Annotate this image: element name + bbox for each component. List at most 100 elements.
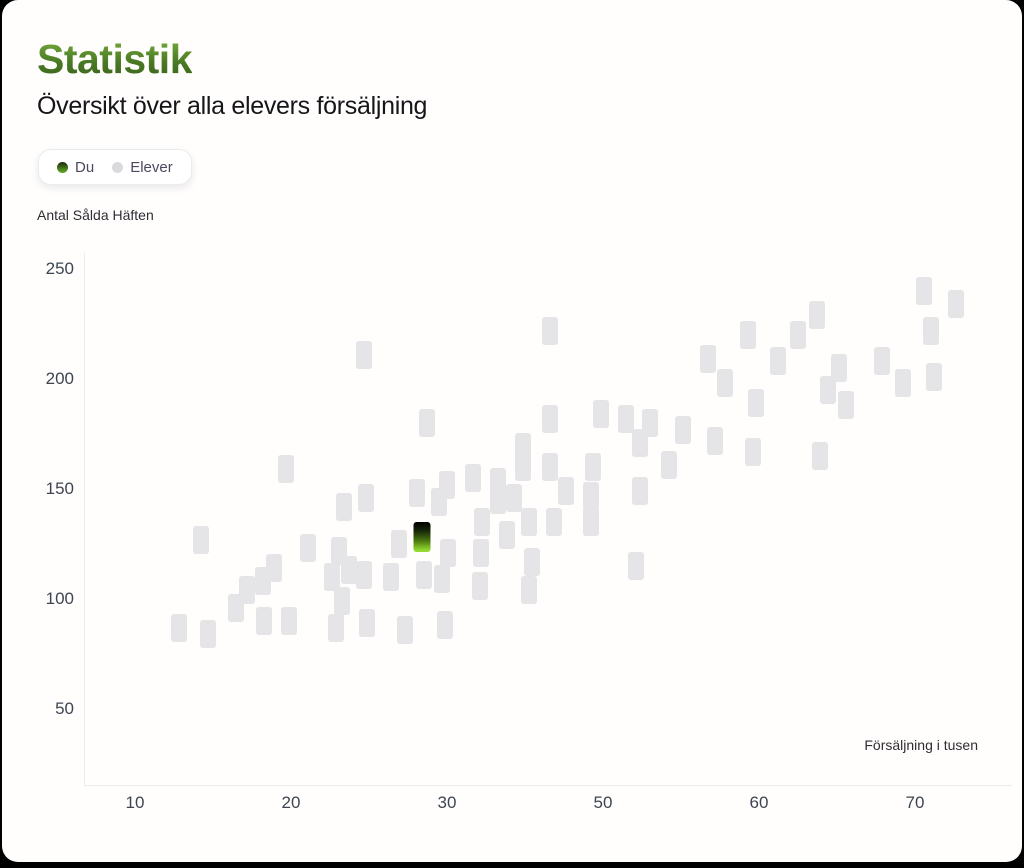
du-point — [413, 522, 431, 553]
y-axis-title: Antal Sålda Häften — [37, 207, 154, 223]
elever-point — [874, 347, 891, 376]
elever-point — [356, 340, 373, 369]
elever-point — [415, 560, 432, 589]
elever-point — [431, 488, 448, 517]
elever-point — [200, 620, 217, 649]
x-axis-title: Försäljning i tusen — [864, 737, 978, 753]
page-subtitle: Översikt över alla elevers försäljning — [37, 92, 428, 120]
x-tick-label: 30 — [437, 793, 457, 812]
elever-point — [520, 508, 537, 536]
elever-point — [627, 552, 644, 580]
elever-point — [256, 607, 273, 635]
elever-point — [830, 354, 847, 382]
elever-point — [584, 453, 601, 481]
elever-point — [520, 576, 537, 605]
elever-point — [790, 321, 806, 349]
du-dot-icon — [57, 161, 68, 173]
elever-point — [464, 464, 481, 492]
x-tick-label: 10 — [125, 793, 145, 812]
elever-point — [437, 611, 454, 640]
elever-point — [583, 508, 600, 536]
page-title: Statistik — [37, 36, 193, 82]
legend-label-elever: Elever — [130, 158, 173, 176]
y-tick-label: 150 — [45, 479, 74, 498]
elever-point — [894, 369, 911, 398]
elever-point — [278, 455, 295, 484]
elever-point — [300, 534, 317, 563]
elever-point — [359, 609, 376, 638]
elever-point — [281, 607, 298, 635]
elever-point — [769, 347, 786, 376]
elever-point — [192, 525, 209, 554]
elever-point — [336, 492, 353, 521]
legend-label-du: Du — [75, 158, 95, 176]
y-tick-label: 50 — [55, 699, 74, 718]
elever-point — [524, 547, 541, 576]
legend: Du Elever — [38, 149, 192, 185]
elever-point — [545, 508, 562, 536]
elever-point — [541, 453, 558, 481]
elever-point — [356, 560, 373, 589]
elever-point — [592, 400, 609, 429]
elever-point — [632, 477, 649, 506]
x-axis-line — [84, 785, 1012, 786]
elever-point — [916, 277, 933, 305]
elever-point — [382, 563, 399, 591]
elever-point — [506, 483, 523, 512]
elever-point — [228, 593, 245, 622]
y-tick-label: 200 — [45, 369, 74, 388]
y-axis-line — [84, 253, 85, 785]
legend-item-elever[interactable]: Elever — [112, 159, 173, 176]
elever-point — [740, 321, 757, 349]
elever-point — [409, 479, 426, 508]
elever-point — [541, 316, 558, 345]
elever-point — [819, 376, 836, 404]
elever-point — [811, 442, 828, 470]
elever-point — [328, 613, 345, 642]
y-tick-label: 250 — [45, 259, 74, 278]
elever-dot-icon — [112, 161, 124, 173]
elever-point — [514, 453, 531, 481]
elever-point — [716, 369, 733, 398]
elever-point — [699, 345, 716, 374]
elever-point — [747, 389, 764, 418]
elever-point — [922, 316, 939, 345]
elever-point — [334, 587, 351, 616]
elever-point — [925, 362, 942, 391]
elever-point — [947, 290, 964, 319]
elever-point — [357, 483, 374, 512]
elever-point — [439, 538, 456, 567]
elever-point — [744, 437, 761, 466]
elever-point — [474, 508, 491, 536]
x-tick-label: 70 — [905, 793, 925, 812]
elever-point — [707, 426, 724, 455]
elever-point — [418, 409, 435, 437]
elever-point — [323, 563, 340, 591]
x-tick-label: 50 — [593, 793, 613, 812]
elever-point — [674, 415, 691, 444]
elever-point — [541, 404, 558, 433]
elever-point — [471, 571, 488, 600]
elever-point — [396, 615, 413, 644]
y-tick-label: 100 — [45, 589, 74, 608]
elever-point — [618, 404, 635, 433]
x-tick-label: 20 — [281, 793, 301, 812]
elever-point — [340, 556, 357, 585]
elever-point — [558, 477, 575, 506]
x-tick-label: 60 — [749, 793, 769, 812]
elever-point — [499, 521, 516, 550]
elever-point — [583, 481, 600, 510]
elever-point — [808, 301, 825, 330]
elever-point — [473, 538, 490, 567]
elever-point — [254, 567, 271, 596]
elever-point — [434, 565, 451, 594]
elever-point — [838, 391, 855, 420]
elever-point — [660, 450, 677, 479]
legend-item-du[interactable]: Du — [57, 159, 94, 176]
elever-point — [489, 486, 506, 514]
elever-point — [390, 530, 407, 558]
elever-point — [170, 613, 187, 642]
elever-point — [632, 428, 649, 457]
